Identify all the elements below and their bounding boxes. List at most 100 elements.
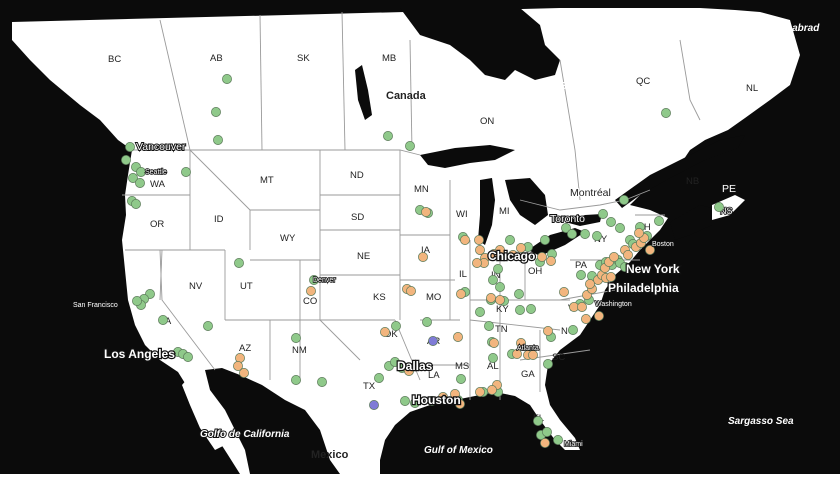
site-marker-green[interactable]	[128, 173, 138, 183]
site-marker-orange[interactable]	[581, 314, 591, 324]
site-marker-purple[interactable]	[428, 336, 438, 346]
site-marker-green[interactable]	[125, 142, 135, 152]
site-marker-orange[interactable]	[585, 279, 595, 289]
site-marker-green[interactable]	[514, 289, 524, 299]
site-marker-green[interactable]	[533, 416, 543, 426]
site-marker-green[interactable]	[234, 258, 244, 268]
site-marker-orange[interactable]	[543, 326, 553, 336]
site-marker-green[interactable]	[580, 229, 590, 239]
site-marker-green[interactable]	[309, 275, 319, 285]
site-marker-green[interactable]	[598, 209, 608, 219]
site-marker-green[interactable]	[135, 178, 145, 188]
site-marker-orange[interactable]	[540, 438, 550, 448]
site-marker-green[interactable]	[592, 231, 602, 241]
site-marker-orange[interactable]	[239, 368, 249, 378]
site-marker-orange[interactable]	[495, 295, 505, 305]
site-marker-green[interactable]	[390, 357, 400, 367]
site-marker-green[interactable]	[213, 135, 223, 145]
site-marker-orange[interactable]	[475, 245, 485, 255]
site-marker-green[interactable]	[488, 353, 498, 363]
site-marker-green[interactable]	[540, 235, 550, 245]
site-marker-green[interactable]	[410, 398, 420, 408]
site-marker-orange[interactable]	[380, 327, 390, 337]
site-marker-green[interactable]	[561, 223, 571, 233]
site-marker-green[interactable]	[484, 321, 494, 331]
site-marker-orange[interactable]	[489, 338, 499, 348]
site-marker-green[interactable]	[488, 275, 498, 285]
site-marker-green[interactable]	[291, 333, 301, 343]
site-marker-green[interactable]	[661, 108, 671, 118]
site-marker-green[interactable]	[391, 321, 401, 331]
site-marker-orange[interactable]	[512, 349, 522, 359]
site-marker-orange[interactable]	[421, 207, 431, 217]
site-marker-orange[interactable]	[516, 338, 526, 348]
site-marker-green[interactable]	[505, 235, 515, 245]
site-marker-green[interactable]	[568, 325, 578, 335]
site-marker-green[interactable]	[553, 435, 563, 445]
site-marker-green[interactable]	[542, 427, 552, 437]
site-marker-orange[interactable]	[475, 387, 485, 397]
site-marker-orange[interactable]	[606, 272, 616, 282]
site-marker-orange[interactable]	[559, 287, 569, 297]
site-marker-orange[interactable]	[418, 252, 428, 262]
site-marker-orange[interactable]	[577, 302, 587, 312]
site-marker-green[interactable]	[456, 374, 466, 384]
site-marker-green[interactable]	[475, 307, 485, 317]
site-marker-orange[interactable]	[453, 332, 463, 342]
site-marker-orange[interactable]	[306, 286, 316, 296]
site-marker-green[interactable]	[427, 396, 437, 406]
site-marker-green[interactable]	[291, 375, 301, 385]
site-marker-orange[interactable]	[537, 252, 547, 262]
site-marker-green[interactable]	[131, 199, 141, 209]
site-marker-green[interactable]	[181, 167, 191, 177]
site-marker-green[interactable]	[654, 216, 664, 226]
site-marker-orange[interactable]	[460, 235, 470, 245]
site-marker-orange[interactable]	[474, 235, 484, 245]
site-marker-green[interactable]	[543, 359, 553, 369]
site-marker-green[interactable]	[606, 217, 616, 227]
site-marker-orange[interactable]	[609, 252, 619, 262]
site-marker-green[interactable]	[515, 305, 525, 315]
site-marker-green[interactable]	[158, 315, 168, 325]
site-marker-green[interactable]	[132, 296, 142, 306]
site-marker-green[interactable]	[526, 304, 536, 314]
site-marker-orange[interactable]	[404, 366, 414, 376]
site-marker-green[interactable]	[374, 373, 384, 383]
site-marker-orange[interactable]	[487, 385, 497, 395]
site-marker-green[interactable]	[620, 262, 630, 272]
site-marker-orange[interactable]	[508, 250, 518, 260]
site-marker-orange[interactable]	[645, 245, 655, 255]
site-marker-green[interactable]	[619, 195, 629, 205]
site-marker-orange[interactable]	[486, 293, 496, 303]
site-marker-green[interactable]	[405, 141, 415, 151]
site-marker-green[interactable]	[495, 282, 505, 292]
site-marker-green[interactable]	[493, 264, 503, 274]
site-marker-orange[interactable]	[516, 243, 526, 253]
site-marker-green[interactable]	[400, 396, 410, 406]
site-marker-green[interactable]	[211, 107, 221, 117]
site-marker-orange[interactable]	[450, 389, 460, 399]
site-markers[interactable]	[121, 74, 724, 448]
site-marker-green[interactable]	[383, 131, 393, 141]
site-marker-green[interactable]	[714, 202, 724, 212]
site-marker-green[interactable]	[615, 223, 625, 233]
site-marker-orange[interactable]	[455, 399, 465, 409]
site-marker-orange[interactable]	[438, 392, 448, 402]
site-marker-green[interactable]	[317, 377, 327, 387]
site-marker-green[interactable]	[222, 74, 232, 84]
site-marker-green[interactable]	[183, 352, 193, 362]
site-marker-orange[interactable]	[472, 258, 482, 268]
site-marker-green[interactable]	[576, 270, 586, 280]
site-marker-orange[interactable]	[233, 361, 243, 371]
site-marker-orange[interactable]	[634, 228, 644, 238]
site-marker-orange[interactable]	[406, 286, 416, 296]
site-marker-orange[interactable]	[546, 256, 556, 266]
site-marker-purple[interactable]	[369, 400, 379, 410]
site-marker-orange[interactable]	[623, 250, 633, 260]
site-marker-green[interactable]	[136, 167, 146, 177]
site-marker-green[interactable]	[567, 229, 577, 239]
site-marker-orange[interactable]	[528, 350, 538, 360]
site-marker-orange[interactable]	[456, 289, 466, 299]
site-marker-orange[interactable]	[495, 245, 505, 255]
